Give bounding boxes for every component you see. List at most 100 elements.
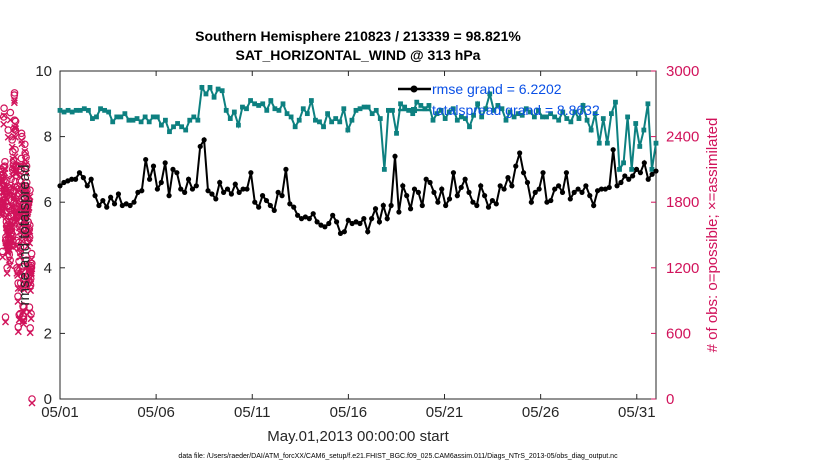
spread-point [248,98,253,103]
obs-assimilated-point [20,317,28,325]
obs-assimilated-point [24,206,32,214]
obs-assimilated-point [6,116,14,124]
rmse-series [57,136,659,236]
rmse-point [119,202,125,209]
rmse-point [310,211,316,217]
spread-point [337,119,343,125]
obs-assimilated-point [24,242,32,250]
spread-point [65,107,71,113]
y-axis-label-left: rmse and totalspread [16,165,33,306]
rmse-point [322,224,328,230]
obs-possible-point [22,178,31,187]
obs-assimilated-point [0,183,8,191]
spread-point [231,109,237,115]
obs-assimilated-point [10,99,18,107]
obs-assimilated-point [26,329,34,337]
obs-assimilated-point [12,170,20,178]
obs-possible-point [6,108,15,117]
rmse-point [267,202,273,209]
spread-point [519,112,525,118]
rmse-point [182,189,188,195]
obs-assimilated-point [6,262,14,270]
rmse-point [221,189,227,195]
obs-possible-point [17,129,26,138]
legend-rmse-label: rmse grand = 6.2202 [432,81,562,97]
spread-point [377,116,383,121]
rmse-point [326,220,332,227]
rmse-point [528,199,534,205]
spread-point [130,117,136,123]
rmse-point [372,206,379,212]
spread-point [235,122,241,128]
rmse-point [571,189,577,195]
spread-point [580,103,586,108]
rmse-point [259,193,266,199]
spread-point [592,111,598,117]
spread-point [548,111,553,117]
rmse-point [431,189,437,195]
obs-assimilated-point [8,228,16,236]
obs-possible-point [26,186,34,194]
obs-possible-point [0,104,8,112]
spread-point [467,124,472,130]
spread-point [617,167,622,172]
rmse-point [357,220,363,227]
spread-point [523,106,529,112]
obs-assimilated-point [24,213,32,221]
rmse-point [135,189,141,195]
rmse-point [72,176,79,182]
obs-assimilated-point [20,286,28,294]
rmse-point [244,186,250,192]
obs-possible-point [15,176,24,185]
rmse-point [69,176,75,182]
rmse-point [575,186,581,192]
spread-point [118,114,124,120]
spread-point [511,114,517,120]
spread-point [544,114,549,120]
rmse-point [458,184,464,191]
rmse-point [548,197,554,204]
rmse-point [193,183,199,189]
obs-assimilated-point [14,188,22,196]
obs-assimilated-point [15,245,23,253]
spread-point [57,107,63,113]
rmse-point [263,197,270,204]
obs-possible-point [12,161,20,169]
rmse-point [295,212,301,218]
x-tick-label: 05/16 [330,404,368,421]
rmse-point [614,183,620,189]
spread-point [540,114,545,120]
spread-point [369,111,375,117]
rmse-point [65,178,71,184]
spread-point [499,106,505,112]
rmse-point [213,196,219,202]
obs-assimilated-point [17,173,25,181]
rmse-point [131,199,137,205]
obs-possible-point [26,221,34,229]
spread-point [122,111,128,117]
obs-assimilated-point [28,399,36,407]
spread-point [207,85,213,90]
obs-assimilated-point [14,285,22,292]
rmse-point [509,183,515,189]
spread-point [507,109,513,115]
rmse-point [556,183,562,189]
rmse-point [174,170,180,176]
rmse-point [330,212,336,218]
spread-point [85,107,91,113]
spread-point [264,107,270,113]
rmse-point [552,186,558,192]
rmse-point [532,189,538,195]
rmse-point [392,153,398,159]
spread-point [645,101,651,107]
spread-point [280,101,286,107]
rmse-point [209,191,215,197]
rmse-point [232,181,238,187]
rmse-point [497,183,503,189]
rmse-point [248,170,254,176]
obs-assimilated-point [11,153,19,161]
obs-possible-point [26,324,34,332]
rmse-point [178,186,184,192]
spread-point [584,117,590,123]
rmse-point [154,186,160,192]
